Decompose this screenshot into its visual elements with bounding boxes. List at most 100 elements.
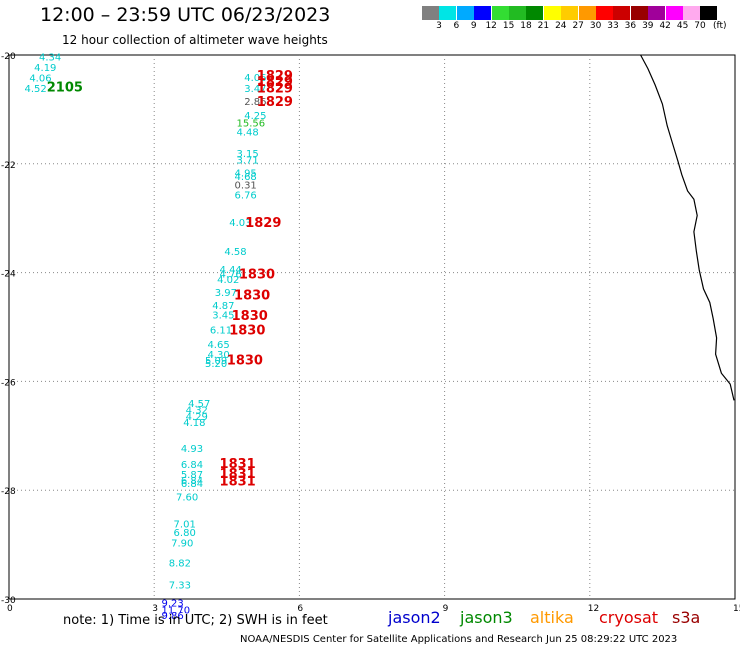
y-tick-label: -28 [1, 487, 16, 497]
color-scale-swatch [439, 6, 457, 20]
color-scale-swatch [648, 6, 666, 20]
color-scale-swatch [456, 6, 474, 20]
pass-time-label: 1830 [232, 309, 268, 324]
color-scale-label: 12 [485, 21, 497, 31]
color-scale-swatch [596, 6, 613, 20]
color-scale-swatch [474, 6, 492, 20]
pass-time-label: 1829 [257, 95, 293, 110]
wave-height-value: 4.19 [34, 63, 56, 74]
satellite-legend-s3a: s3a [672, 608, 701, 627]
wave-height-value: 4.48 [236, 128, 258, 139]
wave-height-value: 7.33 [169, 580, 191, 591]
wave-height-value: 4.32 [186, 406, 208, 417]
wave-height-value: 4.87 [212, 301, 234, 312]
wave-height-value: 4.52 [24, 84, 46, 95]
color-scale-swatch [613, 6, 631, 20]
wave-height-value: 9.86 [161, 611, 183, 622]
color-scale-label: 9 [470, 21, 477, 31]
pass-time-label: 1829 [257, 75, 293, 90]
color-scale-label: 45 [676, 21, 689, 31]
pass-time-label: 1829 [257, 69, 293, 84]
color-scale-label: 18 [520, 21, 532, 31]
pass-time-label: 1830 [234, 288, 270, 303]
wave-height-value: 6.84 [181, 460, 203, 471]
wave-height-value: 5.09 [205, 356, 227, 367]
wave-height-value: 7.90 [171, 538, 193, 549]
wave-height-value: 6.76 [235, 190, 257, 201]
satellite-legend-altika: altika [530, 608, 574, 627]
wave-height-value: 4.25 [244, 111, 266, 122]
pass-time-label: 2105 [47, 81, 83, 96]
wave-height-value: 4.65 [207, 340, 229, 351]
footer-credit: NOAA/NESDIS Center for Satellite Applica… [240, 634, 678, 645]
pass-time-label: 1831 [220, 457, 256, 472]
color-scale-label: 33 [607, 21, 619, 31]
wave-height-value: 4.03 [229, 218, 251, 229]
color-scale-swatch [578, 6, 596, 20]
wave-height-value: 3.15 [236, 149, 258, 160]
wave-height-value: 4.29 [186, 412, 208, 423]
color-scale-unit: (ft) [713, 21, 727, 31]
pass-time-label: 1830 [227, 354, 263, 369]
satellite-legend-jason2: jason2 [388, 608, 441, 627]
wave-height-value: 4.18 [183, 418, 205, 429]
color-scale-label: 21 [537, 21, 550, 31]
x-tick-label: 15 [733, 604, 740, 614]
color-scale-label: 27 [572, 21, 584, 31]
color-scale-swatch [700, 6, 718, 20]
wave-height-value: 0.31 [235, 180, 257, 191]
pass-time-label: 1830 [229, 324, 265, 339]
color-scale-label: 42 [659, 21, 671, 31]
wave-height-value: 4.06 [29, 73, 51, 84]
pass-time-label: 1831 [220, 474, 256, 489]
wave-height-value: 7.01 [174, 519, 196, 530]
color-scale-swatch [509, 6, 526, 20]
wave-height-observations: 4.344.194.064.524.063.472.864.2515.564.4… [24, 53, 266, 622]
wave-height-value: 4.95 [235, 169, 257, 180]
wave-height-value: 15.56 [236, 118, 265, 129]
x-tick-label: 6 [297, 604, 303, 614]
wave-height-value: 4.34 [39, 53, 61, 64]
color-scale-swatch [491, 6, 509, 20]
wave-height-value: 7.60 [176, 493, 198, 504]
pass-time-labels: 2105182918291829182918291830183018301830… [47, 69, 293, 489]
coastline-path [640, 54, 735, 401]
color-scale-label: 3 [436, 21, 442, 31]
wave-height-value: 4.06 [244, 73, 266, 84]
color-scale-label: 24 [555, 21, 567, 31]
color-scale-swatch [665, 6, 683, 20]
coastline [640, 54, 735, 401]
wave-height-value: 4.76 [220, 270, 242, 281]
wave-height-value: 4.57 [188, 399, 210, 410]
wave-height-value: 6.84 [181, 476, 203, 487]
pass-time-label: 1829 [245, 216, 281, 231]
y-tick-label: -22 [1, 161, 16, 171]
wave-height-value: 4.44 [220, 265, 242, 276]
wave-height-value: 4.68 [235, 172, 257, 183]
page-title: 12:00 – 23:59 UTC 06/23/2023 [40, 4, 331, 26]
page-subtitle: 12 hour collection of altimeter wave hei… [62, 33, 328, 47]
color-scale-label: 36 [624, 21, 637, 31]
wave-height-value: 9.23 [161, 598, 183, 609]
color-scale-swatch [422, 6, 439, 20]
color-scale-label: 15 [502, 21, 515, 31]
wave-height-value: 6.11 [210, 326, 232, 337]
wave-height-value: 5.20 [205, 359, 227, 370]
color-scale-label: 70 [694, 21, 706, 31]
color-scale-swatch [630, 6, 648, 20]
wave-height-value: 5.87 [181, 470, 203, 481]
wave-height-value: 3.45 [212, 310, 234, 321]
wave-height-value: 11.70 [161, 605, 190, 616]
axis-ticks: 0 3 6 9 12 15 -20 -22 -24 -26 -28 -30 [1, 52, 740, 614]
wave-height-value: 3.71 [236, 155, 258, 166]
y-tick-label: -26 [1, 378, 16, 388]
color-scale-swatch [526, 6, 544, 20]
satellite-legend-cryosat: cryosat [599, 608, 659, 627]
x-tick-label: 12 [588, 604, 599, 614]
color-scale-label: 30 [589, 21, 602, 31]
wave-height-value: 6.80 [174, 528, 196, 539]
wave-height-value: 3.47 [244, 84, 266, 95]
color-scale-label: 6 [453, 21, 460, 31]
